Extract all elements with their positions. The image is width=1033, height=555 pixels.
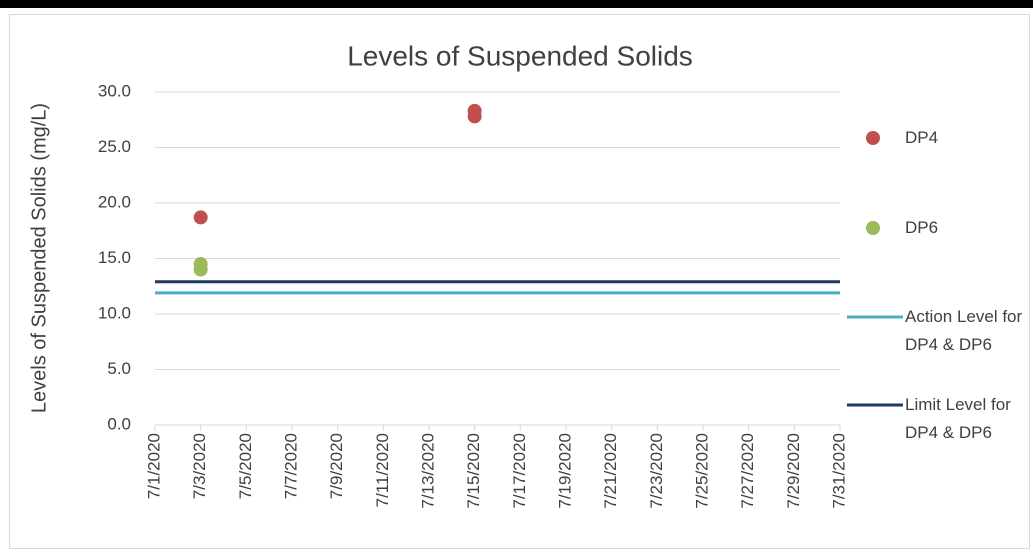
legend-swatch xyxy=(866,221,880,235)
x-tick-label: 7/15/2020 xyxy=(464,433,483,509)
legend-label: DP4 xyxy=(905,128,939,147)
y-tick-label: 10.0 xyxy=(98,303,131,322)
x-tick-label: 7/3/2020 xyxy=(190,433,209,499)
y-tick-label: 0.0 xyxy=(107,414,131,433)
x-tick-label: 7/29/2020 xyxy=(784,433,803,509)
legend-swatch xyxy=(866,131,880,145)
y-tick-label: 15.0 xyxy=(98,248,131,267)
x-tick-label: 7/7/2020 xyxy=(281,433,300,499)
x-tick-label: 7/21/2020 xyxy=(601,433,620,509)
x-tick-label: 7/25/2020 xyxy=(692,433,711,509)
x-tick-label: 7/19/2020 xyxy=(555,433,574,509)
x-tick-label: 7/27/2020 xyxy=(738,433,757,509)
legend-label: DP6 xyxy=(905,218,939,237)
x-tick-label: 7/9/2020 xyxy=(327,433,346,499)
legend-label: Limit Level for DP4 & DP6 xyxy=(905,395,1011,442)
x-tick-label: 7/31/2020 xyxy=(829,433,848,509)
y-tick-label: 20.0 xyxy=(98,192,131,211)
point xyxy=(193,210,208,225)
y-tick-label: 5.0 xyxy=(107,359,131,378)
y-tick-label: 30.0 xyxy=(98,81,131,100)
top-bar xyxy=(0,0,1033,8)
y-axis-title: Levels of Suspended Solids (mg/L) xyxy=(28,103,50,413)
point xyxy=(193,262,208,277)
y-tick-label: 25.0 xyxy=(98,137,131,156)
x-tick-label: 7/17/2020 xyxy=(510,433,529,509)
x-tick-label: 7/1/2020 xyxy=(144,433,163,499)
x-tick-label: 7/23/2020 xyxy=(647,433,666,509)
chart-frame xyxy=(9,14,1030,549)
x-tick-label: 7/11/2020 xyxy=(373,433,392,507)
legend-label: Action Level for DP4 & DP6 xyxy=(905,307,1023,354)
point xyxy=(467,109,482,124)
x-tick-label: 7/5/2020 xyxy=(236,433,255,499)
x-tick-label: 7/13/2020 xyxy=(418,433,437,509)
chart-title: Levels of Suspended Solids xyxy=(347,40,693,71)
